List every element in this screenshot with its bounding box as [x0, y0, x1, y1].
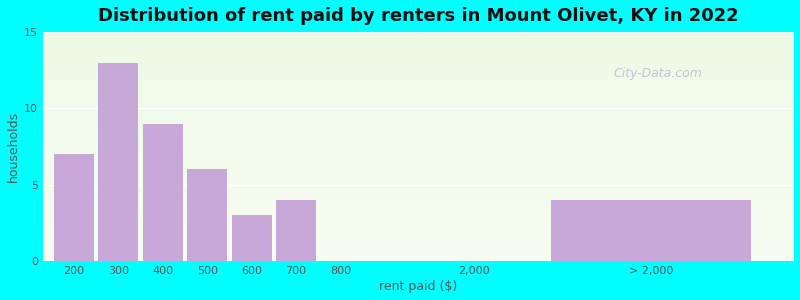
Bar — [276, 200, 316, 261]
Y-axis label: households: households — [7, 111, 20, 182]
Bar — [98, 63, 138, 261]
Bar — [232, 215, 271, 261]
Title: Distribution of rent paid by renters in Mount Olivet, KY in 2022: Distribution of rent paid by renters in … — [98, 7, 738, 25]
Bar — [187, 169, 227, 261]
Bar — [54, 154, 94, 261]
Text: City-Data.com: City-Data.com — [614, 67, 702, 80]
Bar — [551, 200, 751, 261]
X-axis label: rent paid ($): rent paid ($) — [379, 280, 457, 293]
Bar — [143, 124, 182, 261]
